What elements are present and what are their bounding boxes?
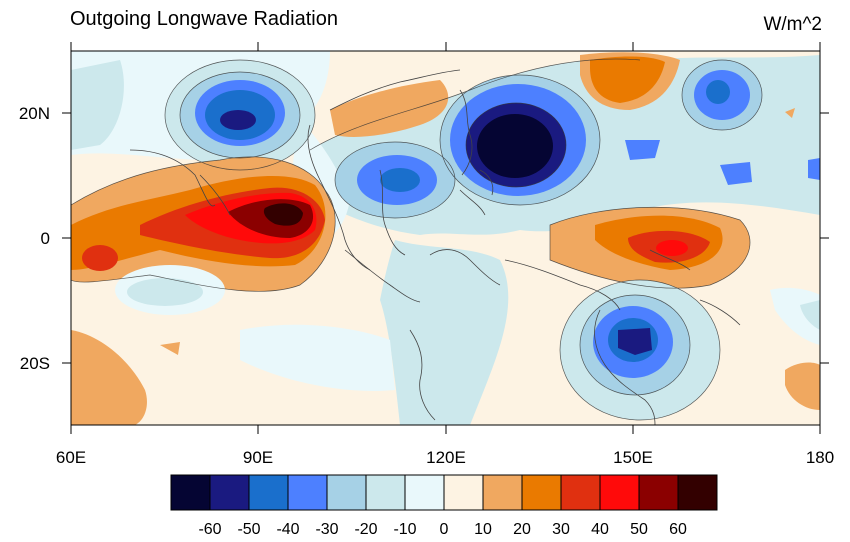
contour-region [618, 328, 652, 355]
y-axis-labels: 20N 0 20S [19, 104, 50, 373]
colorbar-label: -40 [276, 521, 299, 538]
contour-region [770, 287, 820, 345]
colorbar: -60 -50 -40 -30 -20 -10 0 10 20 30 40 50 60 [170, 474, 718, 538]
contour-region [625, 140, 660, 160]
colorbar-swatch [638, 474, 679, 511]
contour-region [808, 158, 820, 180]
colorbar-swatch [521, 474, 562, 511]
contour-region [71, 60, 124, 150]
colorbar-swatch [404, 474, 445, 511]
contour-region [220, 110, 256, 130]
contour-region [330, 80, 449, 137]
x-tick-label: 120E [426, 448, 466, 467]
colorbar-swatch [170, 474, 211, 511]
x-tick-label: 180 [806, 448, 834, 467]
contour-region [240, 324, 395, 391]
axis-ticks [62, 42, 829, 434]
colorbar-swatch [443, 474, 484, 511]
colorbar-label: -60 [198, 521, 221, 538]
colorbar-label: 20 [513, 521, 531, 538]
contour-region [263, 203, 303, 226]
contour-region [380, 168, 420, 192]
colorbar-swatch [287, 474, 328, 511]
x-tick-label: 90E [243, 448, 273, 467]
map-title: Outgoing Longwave Radiation [70, 8, 338, 30]
contour-region [380, 240, 509, 425]
contour-region [127, 278, 203, 306]
colorbar-swatch [248, 474, 289, 511]
x-tick-label: 60E [56, 448, 86, 467]
contour-region [477, 114, 553, 178]
colorbar-swatch [677, 474, 718, 511]
colorbar-swatch [326, 474, 367, 511]
colorbar-swatch [482, 474, 523, 511]
colorbar-label: 0 [440, 521, 449, 538]
contour-region [785, 108, 795, 118]
contour-region [656, 240, 688, 256]
contour-region [800, 300, 820, 330]
map-field [71, 51, 820, 425]
colorbar-label: 40 [591, 521, 609, 538]
y-tick-label: 0 [41, 229, 50, 248]
y-tick-label: 20N [19, 104, 50, 123]
contour-region [160, 342, 180, 355]
contour-region [785, 362, 820, 410]
contour-region [82, 245, 118, 271]
colorbar-label: -50 [237, 521, 260, 538]
contour-region [590, 56, 665, 103]
colorbar-swatch [209, 474, 250, 511]
colorbar-swatch [599, 474, 640, 511]
colorbar-label: 10 [474, 521, 492, 538]
colorbar-label: 60 [669, 521, 687, 538]
colorbar-swatch [365, 474, 406, 511]
colorbar-label: 50 [630, 521, 648, 538]
colorbar-swatch [560, 474, 601, 511]
contour-region [71, 330, 147, 425]
x-tick-label: 150E [613, 448, 653, 467]
colorbar-label: -10 [393, 521, 416, 538]
colorbar-label: -20 [354, 521, 377, 538]
x-axis-labels: 60E 90E 120E 150E 180 [56, 448, 834, 467]
coastlines [129, 69, 741, 425]
units-label: W/m^2 [763, 14, 822, 35]
y-tick-label: 20S [20, 354, 50, 373]
colorbar-label: 30 [552, 521, 570, 538]
contour-region [706, 80, 730, 104]
contour-region [720, 162, 752, 185]
colorbar-label: -30 [315, 521, 338, 538]
